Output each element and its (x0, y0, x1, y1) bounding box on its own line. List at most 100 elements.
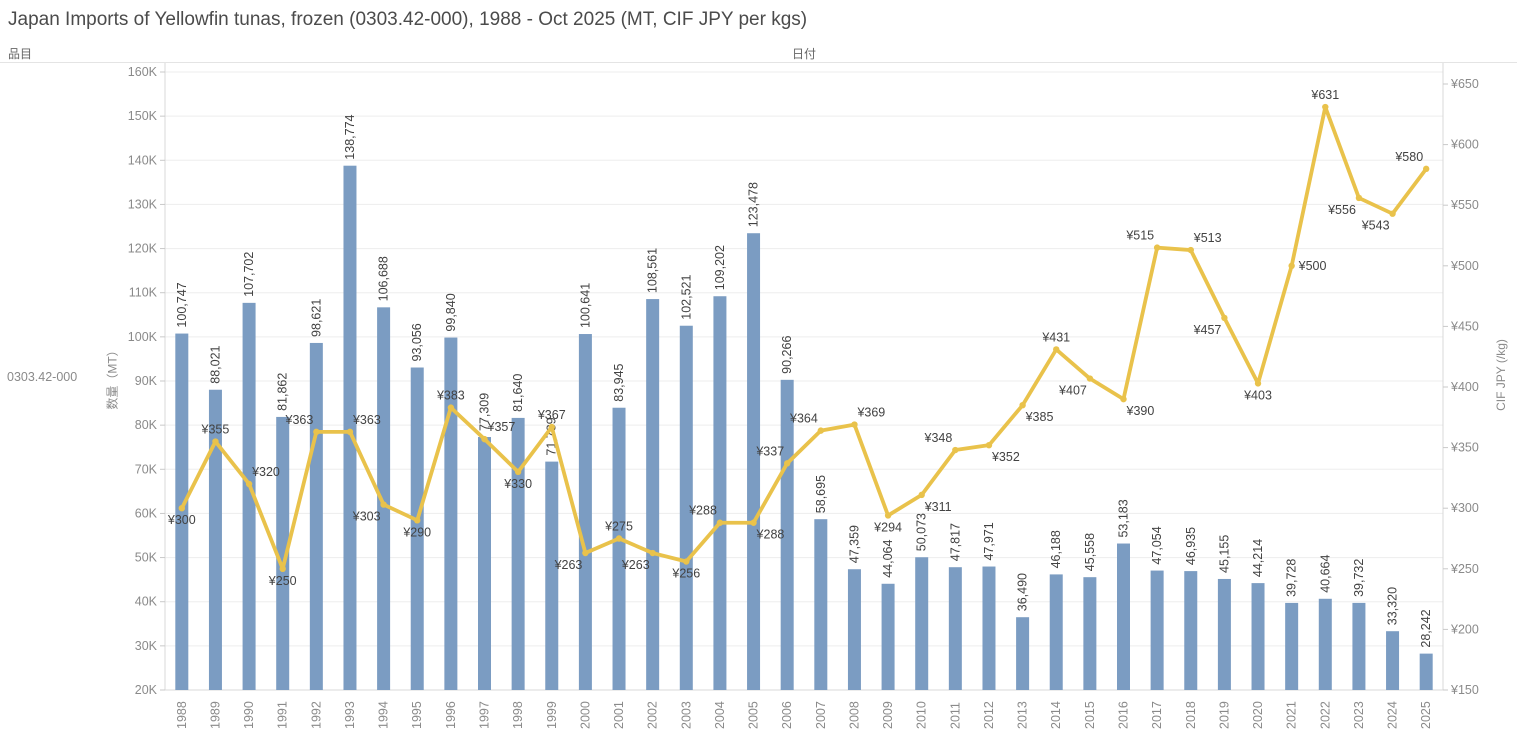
price-value-label: ¥355 (201, 423, 230, 437)
bar-mark[interactable] (578, 334, 592, 690)
point-mark[interactable] (817, 427, 825, 434)
year-tick-label: 2005 (747, 701, 761, 729)
point-mark[interactable] (952, 446, 959, 454)
line-mark[interactable] (179, 105, 1429, 571)
bar-mark[interactable] (747, 233, 761, 690)
bar-mark[interactable] (478, 437, 491, 690)
bar-value-label: 47,054 (1150, 526, 1164, 564)
point-mark[interactable] (1086, 375, 1094, 382)
point-mark[interactable] (918, 491, 925, 499)
bar-mark[interactable] (1419, 653, 1433, 690)
point-mark[interactable] (212, 438, 219, 445)
price-value-label: ¥367 (537, 408, 566, 422)
bar-mark[interactable] (545, 461, 559, 690)
header-divider (0, 62, 1517, 63)
bar-mark[interactable] (1318, 598, 1332, 690)
bar-mark[interactable] (1083, 577, 1097, 690)
bar-mark[interactable] (847, 569, 861, 690)
bar-mark[interactable] (377, 307, 391, 690)
year-tick-label: 2009 (881, 701, 895, 729)
bar-mark[interactable] (1352, 602, 1366, 690)
bar-mark[interactable] (208, 389, 222, 690)
point-mark[interactable] (548, 423, 555, 431)
row-label: 0303.42-000 (7, 370, 78, 384)
year-tick-label: 1996 (444, 701, 458, 729)
point-mark[interactable] (783, 460, 791, 467)
point-mark[interactable] (1053, 346, 1060, 353)
bar-mark[interactable] (780, 379, 794, 690)
point-mark[interactable] (279, 565, 286, 572)
point-mark[interactable] (346, 428, 354, 436)
point-mark[interactable] (1120, 395, 1127, 403)
point-mark[interactable] (1187, 246, 1194, 254)
bar-mark[interactable] (646, 299, 660, 690)
bar-mark[interactable] (1386, 631, 1400, 690)
point-mark[interactable] (615, 535, 623, 542)
point-mark[interactable] (884, 512, 892, 519)
bar-mark[interactable] (881, 583, 895, 690)
point-mark[interactable] (178, 505, 186, 512)
price-value-label: ¥363 (285, 413, 314, 427)
point-mark[interactable] (1322, 103, 1329, 111)
bar-value-label: 102,521 (679, 274, 693, 319)
bar-mark[interactable] (982, 566, 996, 690)
point-mark[interactable] (514, 468, 522, 476)
bar-mark[interactable] (948, 567, 962, 690)
bar-mark[interactable] (612, 407, 626, 690)
point-mark[interactable] (1422, 165, 1430, 173)
point-mark[interactable] (1019, 401, 1026, 409)
bar-mark[interactable] (1117, 543, 1130, 690)
point-mark[interactable] (1355, 194, 1363, 202)
bar-mark[interactable] (410, 367, 424, 690)
price-value-label: ¥303 (352, 510, 381, 524)
bar-mark[interactable] (309, 342, 323, 690)
price-value-label: ¥500 (1298, 259, 1327, 273)
bar-mark[interactable] (1184, 571, 1198, 690)
row-field-label: 品目 (8, 47, 33, 61)
column-field-label: 日付 (791, 47, 816, 61)
bar-mark[interactable] (1150, 570, 1164, 690)
point-mark[interactable] (313, 428, 320, 436)
point-mark[interactable] (649, 549, 656, 557)
price-value-label: ¥263 (621, 558, 650, 572)
bar-mark[interactable] (679, 325, 693, 690)
point-mark[interactable] (1153, 244, 1161, 251)
bar-mark[interactable] (1217, 578, 1231, 690)
bar-value-label: 44,214 (1251, 539, 1265, 577)
bar-mark[interactable] (1049, 574, 1063, 690)
left-axis-tick: 150K (128, 109, 158, 123)
point-mark[interactable] (716, 519, 724, 526)
bar-mark[interactable] (175, 333, 189, 690)
point-mark[interactable] (245, 480, 253, 488)
bar-mark[interactable] (1251, 583, 1265, 690)
point-mark[interactable] (1221, 314, 1228, 322)
point-mark[interactable] (481, 435, 488, 443)
bar-value-label: 47,359 (847, 525, 861, 563)
point-mark[interactable] (851, 421, 858, 428)
bar-mark[interactable] (1016, 617, 1030, 690)
point-mark[interactable] (985, 441, 993, 449)
bar-mark[interactable] (814, 519, 828, 690)
year-tick-label: 2025 (1419, 701, 1433, 729)
point-mark[interactable] (447, 404, 455, 411)
bar-mark[interactable] (276, 416, 290, 690)
point-mark[interactable] (1254, 380, 1262, 387)
point-mark[interactable] (380, 501, 387, 508)
chart-plot[interactable]: 100,747 88,021 107,702 81,862 98,621 138,774 1… (0, 63, 1517, 732)
point-mark[interactable] (683, 558, 690, 565)
point-mark[interactable] (1288, 262, 1295, 269)
bar-mark[interactable] (713, 296, 727, 690)
point-mark[interactable] (1389, 210, 1396, 217)
point-mark[interactable] (750, 519, 757, 526)
point-mark[interactable] (414, 517, 421, 524)
year-tick-label: 2008 (847, 701, 861, 729)
point-mark[interactable] (582, 549, 589, 557)
bar-mark[interactable] (1285, 602, 1299, 690)
bar-mark[interactable] (444, 337, 458, 690)
bar-mark[interactable] (242, 302, 256, 690)
year-tick-label: 2014 (1049, 701, 1063, 729)
bar-mark[interactable] (915, 557, 929, 690)
bar-mark[interactable] (343, 165, 357, 690)
price-value-label: ¥383 (436, 389, 465, 403)
bar-mark[interactable] (511, 417, 525, 690)
